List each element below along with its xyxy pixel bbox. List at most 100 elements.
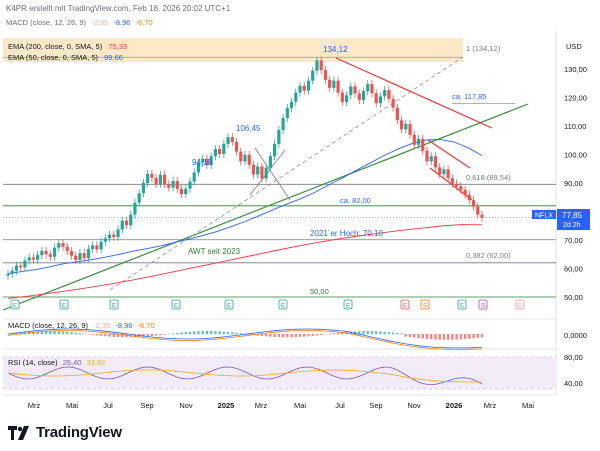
candle-body — [294, 92, 298, 102]
macd-bar — [374, 331, 378, 335]
candle-body — [65, 246, 69, 252]
candle-body — [188, 181, 192, 189]
macd-bar — [260, 334, 264, 336]
candle-body — [218, 149, 222, 154]
macd-bar — [476, 334, 479, 338]
macd-bar — [205, 331, 209, 335]
candle-body — [40, 250, 44, 256]
x-tick-label: 2026 — [446, 401, 463, 410]
rsi-legend-value-2: 33,92 — [87, 358, 106, 367]
candle-body — [243, 154, 247, 162]
rsi-legend-value-1: 25,40 — [63, 358, 82, 367]
candle-body — [162, 174, 167, 185]
y-tick-label: 90,00 — [564, 179, 583, 188]
event-marker — [457, 299, 467, 310]
level-50-label: 50,00 — [310, 287, 329, 296]
candle-body — [209, 156, 213, 166]
candle-body — [256, 166, 260, 175]
macd-bar — [341, 332, 344, 335]
macd-bar — [442, 334, 446, 340]
event-marker-letter: S — [481, 303, 486, 310]
candle-body — [6, 273, 10, 276]
candle-body — [361, 91, 366, 101]
macd-bar — [417, 334, 420, 339]
candle-body — [116, 229, 120, 238]
event-marker-letter: S — [423, 303, 428, 310]
macd-bar — [294, 334, 297, 338]
macd-legend: MACD (close, 12, 26, 9) -2,35 -8,96 -6,7… — [8, 321, 155, 330]
candle-body — [391, 98, 395, 108]
macd-bar — [82, 333, 86, 335]
top-indicator-name: MACD (close, 12, 26, 9) — [6, 18, 87, 27]
candle-body — [463, 189, 467, 195]
macd-bar — [95, 334, 99, 336]
macd-bar — [66, 331, 69, 335]
candle-body — [171, 181, 175, 188]
macd-bar — [104, 334, 107, 337]
candle-body — [332, 80, 336, 88]
candle-body — [222, 143, 226, 154]
event-marker — [224, 299, 234, 310]
tradingview-logo[interactable]: TradingView — [8, 424, 122, 441]
candle-body — [192, 172, 196, 182]
event-marker-letter: E — [460, 303, 465, 310]
candle-body — [450, 178, 454, 184]
candles — [6, 56, 484, 280]
candle-body — [302, 85, 306, 91]
hoch-2021-label: 2021´er Hoch: 70,10 — [310, 229, 383, 238]
x-tick-label: Jul — [103, 401, 113, 410]
candle-body — [230, 137, 234, 142]
macd-tick: 0,0000 — [564, 331, 587, 340]
event-marker-letter: E — [112, 303, 117, 310]
event-marker — [515, 299, 525, 310]
rsi-tick-40: 40,00 — [564, 379, 583, 388]
rsi-legend-label: RSI (14, close) — [8, 358, 58, 367]
top-indicator-value-2: -8,96 — [113, 18, 131, 27]
candle-body — [201, 158, 205, 163]
rsi-ma-line — [7, 369, 482, 383]
candle-body — [349, 86, 353, 96]
candle-body — [179, 188, 184, 195]
candle-body — [273, 143, 277, 157]
macd-bar — [188, 331, 192, 335]
candle-body — [311, 70, 315, 81]
candle-body — [383, 90, 387, 97]
macd-bar — [328, 333, 331, 335]
macd-bar — [218, 331, 221, 335]
candle-body — [480, 214, 484, 218]
price-badge-countdown: 2d 2h — [563, 222, 581, 229]
event-marker — [10, 299, 20, 310]
macd-bar — [468, 334, 471, 339]
macd-bar — [264, 334, 268, 337]
candle-body — [328, 79, 332, 88]
candle-body — [107, 234, 112, 239]
ticker-badge[interactable] — [532, 210, 556, 219]
candle-body — [14, 265, 19, 271]
time-axis: Mrz Mai Jul Sep Nov 2025 Mrz Mai Jul Sep Nov 2026 Mr… — [28, 401, 535, 410]
macd-bar — [209, 331, 213, 335]
candle-body — [395, 107, 399, 121]
sma50-line — [7, 138, 483, 275]
macd-bar — [235, 332, 238, 335]
candle-body — [438, 167, 442, 175]
macd-bar — [277, 334, 281, 338]
event-marker — [400, 299, 410, 310]
macd-bar — [214, 331, 217, 335]
macd-bar — [201, 331, 204, 335]
x-tick-label: Mai — [522, 401, 534, 410]
candle-body — [31, 257, 35, 260]
sma50-legend-value: 99,66 — [104, 53, 123, 62]
macd-bar — [171, 333, 175, 335]
candle-body — [260, 166, 264, 179]
event-marker-letter: E — [174, 303, 179, 310]
candle-body — [476, 206, 480, 215]
candle-body — [425, 150, 429, 162]
macd-bar — [142, 334, 145, 337]
macd-bar — [57, 331, 60, 335]
macd-bar — [370, 331, 374, 335]
uptrend-line — [2, 103, 529, 311]
event-marker — [278, 299, 288, 310]
price-badge[interactable] — [557, 209, 590, 230]
macd-line — [7, 328, 483, 349]
